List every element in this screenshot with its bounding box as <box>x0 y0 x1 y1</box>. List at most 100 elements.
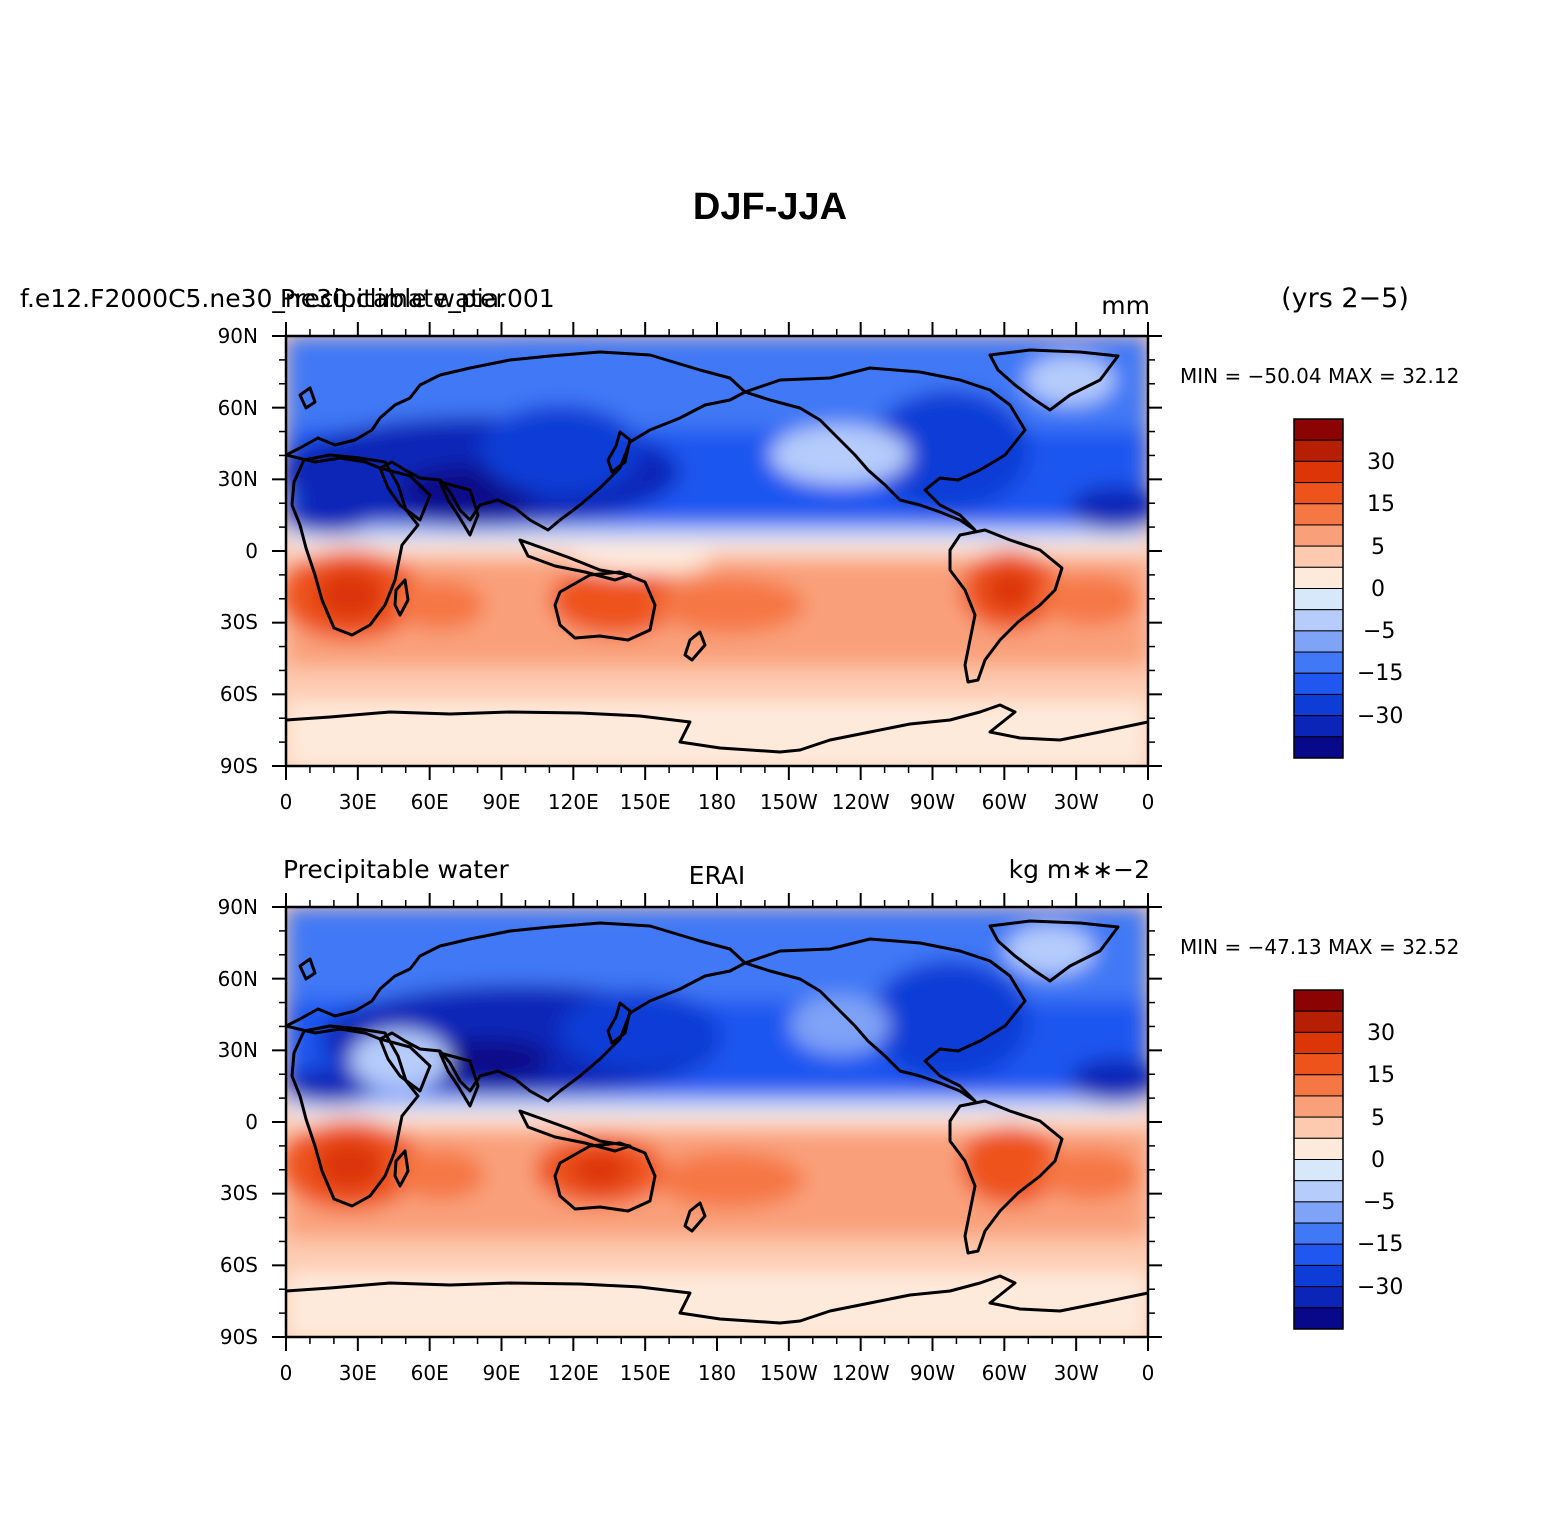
panel-2-lon-tick-label: 150W <box>760 1361 818 1385</box>
panel-1-lon-tick-label: 90E <box>482 790 520 814</box>
panel-2-lat-tick-label: 60N <box>218 967 258 991</box>
colorbar-swatch <box>1293 566 1344 589</box>
colorbar-swatch <box>1293 1286 1344 1309</box>
colorbar-swatch <box>1293 1010 1344 1033</box>
colorbar-label: 0 <box>1371 1148 1385 1173</box>
panel-1-lat-tick-label: 60S <box>220 682 258 706</box>
colorbar-label: −5 <box>1363 1190 1395 1215</box>
panel-2-lon-tick-label: 0 <box>280 1361 293 1385</box>
colorbar-swatch <box>1293 1180 1344 1203</box>
panel-2-lat-tick-label: 0 <box>245 1110 258 1134</box>
colorbar-label: −5 <box>1363 619 1395 644</box>
colorbar-swatch <box>1293 482 1344 505</box>
colorbar-swatch <box>1293 693 1344 717</box>
colorbar-label: 30 <box>1367 450 1395 475</box>
panel-1-left-label: f.e12.F2000C5.ne30_ne30.climate_pia.001 <box>20 284 555 313</box>
panel-1-lat-tick-label: 60N <box>218 396 258 420</box>
panel-1-years-label: (yrs 2−5) <box>1281 283 1409 314</box>
panel-2-center-label: ERAI <box>689 861 746 890</box>
colorbar-swatch <box>1293 545 1344 568</box>
panel-2-lat-tick-label: 30N <box>218 1038 258 1062</box>
colorbar-swatch <box>1293 1201 1344 1224</box>
colorbar-label: −30 <box>1357 704 1403 729</box>
colorbar-swatch <box>1293 1116 1344 1139</box>
panel-2-lon-tick-label: 60W <box>982 1361 1027 1385</box>
panel-2-lat-tick-label: 30S <box>220 1181 258 1205</box>
colorbar-label: 30 <box>1367 1021 1395 1046</box>
panel-1: f.e12.F2000C5.ne30_ne30.climate_pia.001 … <box>20 283 1459 814</box>
panel-2-lon-tick-label: 120E <box>548 1361 599 1385</box>
panel-1-units-label: mm <box>1101 291 1150 320</box>
panel-2-lon-tick-label: 90W <box>910 1361 955 1385</box>
colorbar-swatch <box>1293 1159 1344 1182</box>
colorbar-swatch <box>1293 1307 1344 1330</box>
colorbar-swatch <box>1293 1222 1344 1245</box>
panel-1-lat-tick-label: 30N <box>218 467 258 491</box>
panel-2-min-max: MIN = −47.13 MAX = 32.52 <box>1180 935 1459 959</box>
panel-1-min-max: MIN = −50.04 MAX = 32.12 <box>1180 364 1459 388</box>
colorbar-label: −15 <box>1357 661 1403 686</box>
panel-2-lon-tick-label: 60E <box>411 1361 449 1385</box>
panel-1-center-label: Precipitable water <box>280 284 506 313</box>
panel-2-lon-tick-label: 120W <box>832 1361 890 1385</box>
panel-2-ticks <box>272 893 1162 1351</box>
panel-2-lat-tick-label: 90N <box>218 895 258 919</box>
panel-1-lon-tick-label: 30W <box>1054 790 1099 814</box>
panel-1-lon-tick-label: 180 <box>698 790 736 814</box>
panel-1-colorbar-labels: 30 15 5 0 −5 −15 −30 <box>1357 450 1403 729</box>
panel-2-lon-tick-label: 30E <box>339 1361 377 1385</box>
colorbar-swatch <box>1293 1264 1344 1288</box>
colorbar-label: 15 <box>1367 1063 1395 1088</box>
panel-1-lon-tick-label: 60W <box>982 790 1027 814</box>
colorbar-label: 5 <box>1371 535 1385 560</box>
colorbar-swatch <box>1293 460 1344 484</box>
panel-1-lon-tick-label: 90W <box>910 790 955 814</box>
panel-2-lon-tick-label: 150E <box>620 1361 671 1385</box>
panel-1-ticks <box>272 322 1162 780</box>
colorbar-label: −30 <box>1357 1275 1403 1300</box>
panel-1-lat-tick-label: 90S <box>220 754 258 778</box>
panel-2-lat-tick-label: 90S <box>220 1325 258 1349</box>
colorbar-swatch <box>1293 1243 1344 1266</box>
panel-2-lon-tick-label: 0 <box>1142 1361 1155 1385</box>
panel-1-lat-tick-label: 90N <box>218 324 258 348</box>
panel-1-lon-tick-label: 150W <box>760 790 818 814</box>
panel-2-map-field <box>286 907 1148 1337</box>
colorbar-swatch <box>1293 1137 1344 1160</box>
colorbar-swatch <box>1293 630 1344 653</box>
colorbar-swatch <box>1293 715 1344 738</box>
colorbar-swatch <box>1293 588 1344 611</box>
panel-1-lon-tick-label: 120W <box>832 790 890 814</box>
panel-2: Precipitable water ERAI kg m∗∗−2 MIN = −… <box>218 855 1460 1385</box>
panel-2-lon-tick-label: 180 <box>698 1361 736 1385</box>
panel-1-lon-tick-label: 0 <box>280 790 293 814</box>
panel-1-lon-tick-label: 150E <box>620 790 671 814</box>
panel-2-lon-tick-label: 30W <box>1054 1361 1099 1385</box>
panel-2-left-label: Precipitable water <box>283 855 509 884</box>
panel-2-colorbar-labels: 30 15 5 0 −5 −15 −30 <box>1357 1021 1403 1300</box>
colorbar-swatch <box>1293 1053 1344 1076</box>
colorbar-swatch <box>1293 989 1344 1012</box>
colorbar-swatch <box>1293 1031 1344 1055</box>
colorbar-swatch <box>1293 439 1344 462</box>
colorbar-swatch <box>1293 736 1344 759</box>
panel-1-lat-tick-label: 0 <box>245 539 258 563</box>
panel-1-lon-tick-label: 30E <box>339 790 377 814</box>
colorbar-frame <box>1293 418 1344 759</box>
colorbar-label: 5 <box>1371 1106 1385 1131</box>
colorbar-label: 0 <box>1371 577 1385 602</box>
panel-2-lat-tick-label: 60S <box>220 1253 258 1277</box>
colorbar-swatch <box>1293 609 1344 632</box>
colorbar-swatch <box>1293 1095 1344 1118</box>
panel-1-colorbar <box>1293 418 1344 759</box>
panel-1-map-field <box>286 336 1148 766</box>
panel-2-lon-axis: 0 30E 60E 90E 120E 150E 180 150W 120W 90… <box>280 1361 1155 1385</box>
panel-1-lon-tick-label: 0 <box>1142 790 1155 814</box>
colorbar-label: −15 <box>1357 1232 1403 1257</box>
colorbar-swatch <box>1293 418 1344 441</box>
colorbar-swatch <box>1293 524 1344 547</box>
panel-1-lat-axis: 90N 60N 30N 0 30S 60S 90S <box>218 324 258 778</box>
panel-1-lon-tick-label: 120E <box>548 790 599 814</box>
panel-2-lat-axis: 90N 60N 30N 0 30S 60S 90S <box>218 895 258 1349</box>
